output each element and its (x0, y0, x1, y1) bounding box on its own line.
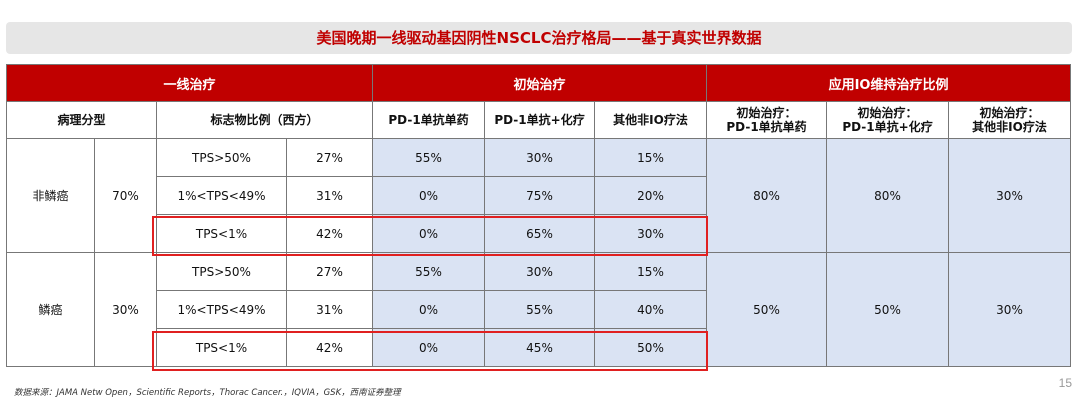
header-first-line: 一线治疗 (5, 64, 374, 102)
tps-share: 31% (285, 176, 374, 215)
tps-share: 42% (285, 328, 374, 367)
pathology-pct: 30% (94, 252, 157, 367)
subheader-pd1-mono: PD-1单抗单药 (372, 101, 486, 139)
table-row: TPS<1% 42% 0% 45% 50% (7, 328, 1071, 367)
table-row: 1%<TPS<49% 31% 0% 55% 40% (7, 290, 1071, 329)
subheader-init-pd1-chemo: 初始治疗： PD-1单抗+化疗 (826, 101, 950, 139)
pd1-mono-value: 0% (372, 214, 486, 253)
pd1-mono-value: 0% (372, 290, 486, 329)
pd1-mono-value: 55% (372, 252, 486, 291)
page-number: 15 (1058, 376, 1072, 390)
page-title: 美国晚期一线驱动基因阴性NSCLC治疗格局——基于真实世界数据 (316, 29, 762, 47)
maint-pd1-mono: 80% (706, 138, 828, 253)
tps-share: 31% (285, 290, 374, 329)
treatment-table: 一线治疗 初始治疗 应用IO维持治疗比例 病理分型 标志物比例（西方） PD-1… (5, 64, 1072, 367)
tps-label: 1%<TPS<49% (156, 290, 287, 329)
tps-label: TPS>50% (156, 138, 287, 177)
title-bar: 美国晚期一线驱动基因阴性NSCLC治疗格局——基于真实世界数据 (6, 22, 1072, 54)
tps-share: 27% (285, 252, 374, 291)
tps-label: 1%<TPS<49% (156, 176, 287, 215)
pd1-chemo-value: 45% (484, 328, 596, 367)
other-value: 15% (594, 138, 708, 177)
header-io-maintenance: 应用IO维持治疗比例 (706, 64, 1072, 102)
table-row: 非鳞癌 70% TPS>50% 27% 55% 30% 15% 80% 80% … (6, 138, 1072, 253)
header-initial-treatment: 初始治疗 (372, 64, 708, 102)
source-note: 数据来源：JAMA Netw Open，Scientific Reports，T… (14, 388, 401, 398)
tps-label: TPS<1% (156, 328, 287, 367)
pd1-mono-value: 0% (372, 176, 486, 215)
maint-pd1-mono: 50% (706, 252, 828, 367)
table-row: TPS<1% 42% 0% 65% 30% (7, 214, 1071, 253)
pd1-mono-value: 55% (372, 138, 486, 177)
subheader-pathology: 病理分型 (6, 101, 157, 139)
pd1-chemo-value: 30% (484, 252, 596, 291)
other-value: 30% (594, 214, 708, 253)
subheader-other: 其他非IO疗法 (594, 101, 708, 139)
tps-label: TPS>50% (156, 252, 287, 291)
header-row: 一线治疗 初始治疗 应用IO维持治疗比例 (5, 64, 1072, 102)
subheader-init-other: 初始治疗： 其他非IO疗法 (948, 101, 1072, 139)
other-value: 50% (594, 328, 708, 367)
maint-other: 30% (948, 138, 1072, 253)
subheader-marker: 标志物比例（西方） (155, 101, 374, 139)
subheader-init-pd1-mono: 初始治疗： PD-1单抗单药 (706, 101, 828, 139)
pd1-chemo-value: 55% (484, 290, 596, 329)
pd1-chemo-value: 30% (484, 138, 596, 177)
maint-other: 30% (948, 252, 1072, 367)
tps-label: TPS<1% (156, 214, 287, 253)
maint-pd1-chemo: 50% (826, 252, 950, 367)
pd1-mono-value: 0% (372, 328, 486, 367)
maint-pd1-chemo: 80% (826, 138, 950, 253)
other-value: 40% (594, 290, 708, 329)
table-row: 1%<TPS<49% 31% 0% 75% 20% (7, 176, 1071, 215)
pd1-chemo-value: 65% (484, 214, 596, 253)
pathology-type: 非鳞癌 (6, 138, 95, 253)
subheader-pd1-chemo: PD-1单抗+化疗 (484, 101, 596, 139)
subheader-row: 病理分型 标志物比例（西方） PD-1单抗单药 PD-1单抗+化疗 其他非IO疗… (6, 101, 1072, 139)
other-value: 15% (594, 252, 708, 291)
other-value: 20% (594, 176, 708, 215)
pd1-chemo-value: 75% (484, 176, 596, 215)
table-row: 鳞癌 30% TPS>50% 27% 55% 30% 15% 50% 50% 3… (6, 252, 1072, 367)
tps-share: 27% (285, 138, 374, 177)
pathology-type: 鳞癌 (6, 252, 95, 367)
pathology-pct: 70% (94, 138, 157, 253)
tps-share: 42% (285, 214, 374, 253)
